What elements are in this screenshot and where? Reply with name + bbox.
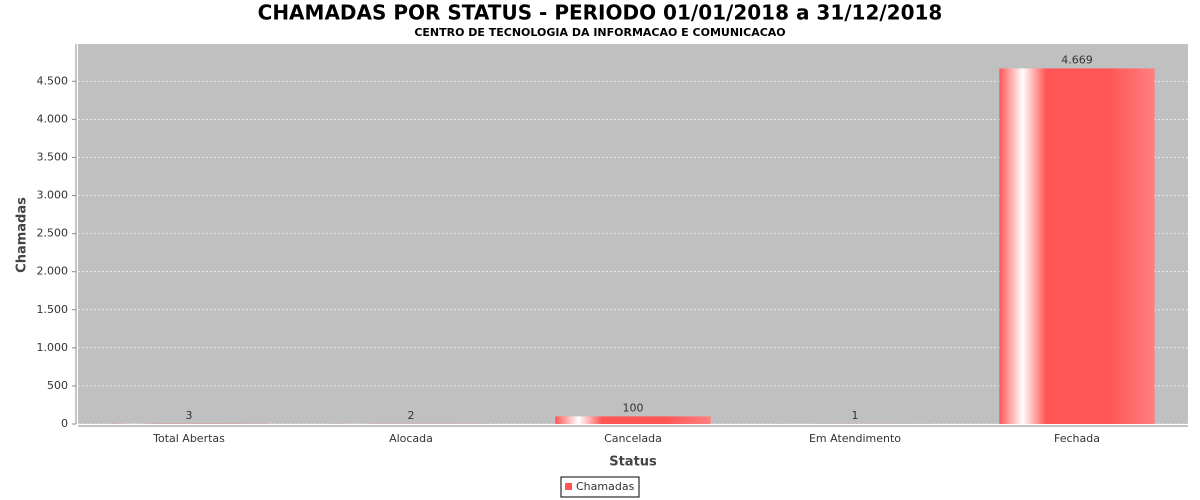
y-tick-label: 1.000 <box>37 341 69 354</box>
y-tick-label: 3.500 <box>37 150 69 163</box>
y-tick-label: 3.000 <box>37 189 69 202</box>
legend-label: Chamadas <box>576 480 635 493</box>
y-axis-title: Chamadas <box>15 197 30 273</box>
value-label: 1 <box>852 409 859 422</box>
chart-title: CHAMADAS POR STATUS - PERIODO 01/01/2018… <box>258 1 943 25</box>
value-label: 4.669 <box>1061 53 1093 66</box>
legend-swatch <box>565 483 572 490</box>
value-label: 3 <box>186 409 193 422</box>
x-tick-label: Fechada <box>1054 432 1100 445</box>
y-tick-label: 4.500 <box>37 74 69 87</box>
value-label: 2 <box>408 409 415 422</box>
y-tick-label: 4.000 <box>37 112 69 125</box>
x-axis-title: Status <box>609 455 657 470</box>
y-tick-label: 0 <box>61 417 68 430</box>
x-tick-label: Em Atendimento <box>809 432 901 445</box>
bar <box>999 68 1155 425</box>
x-tick-label: Cancelada <box>604 432 662 445</box>
y-tick-label: 1.500 <box>37 303 69 316</box>
legend: Chamadas <box>560 476 640 498</box>
y-tick-label: 500 <box>47 379 68 392</box>
y-tick-label: 2.500 <box>37 227 69 240</box>
chart-subtitle: CENTRO DE TECNOLOGIA DA INFORMACAO E COM… <box>414 26 785 39</box>
x-tick-label: Alocada <box>389 432 433 445</box>
value-label: 100 <box>623 401 644 414</box>
x-tick-label: Total Abertas <box>152 432 225 445</box>
legend-box <box>560 476 640 498</box>
y-tick-label: 2.000 <box>37 265 69 278</box>
bar <box>555 416 711 424</box>
